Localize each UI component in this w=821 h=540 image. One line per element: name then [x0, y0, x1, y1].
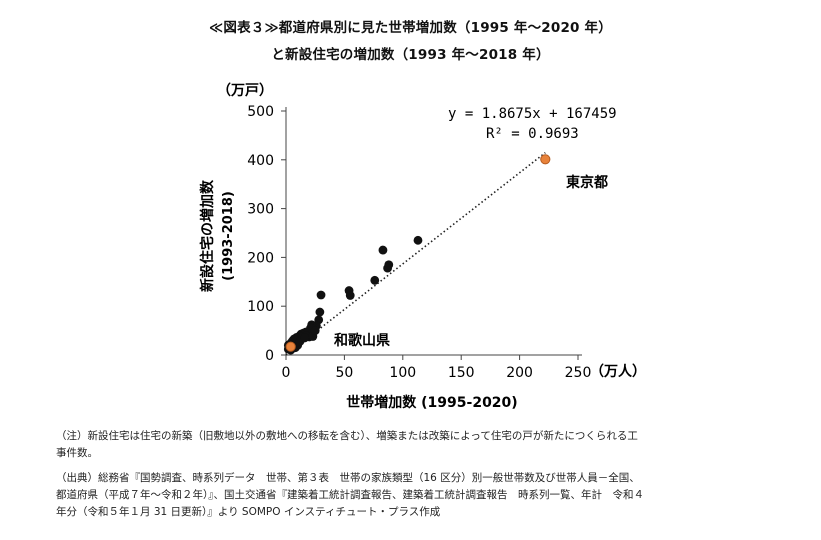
axes — [281, 107, 582, 360]
r-squared-label: R² = 0.9693 — [486, 126, 579, 142]
data-point — [383, 263, 393, 273]
x-tick-label: 0 — [282, 365, 291, 381]
y-tick-label: 0 — [265, 348, 274, 364]
y-axis-label-line2: (1993-2018) — [221, 191, 236, 281]
highlight-point — [285, 341, 296, 352]
note-line: （注）新設住宅は住宅の新築（旧敷地以外の敷地への移転を含む）、増築または改築によ… — [56, 430, 638, 442]
data-point — [310, 326, 320, 335]
x-axis-unit: （万人） — [590, 363, 646, 380]
y-axis-label-line1: 新設住宅の増加数 — [199, 179, 216, 292]
source-line: 都道府県（平成７年～令和２年）』、国土交通省『建築着工統計調査報告、建築着工統計… — [56, 489, 644, 501]
data-point — [315, 307, 325, 317]
data-point — [370, 275, 380, 285]
highlight-point — [540, 154, 551, 165]
label-tokyo: 東京都 — [566, 174, 608, 191]
tick-labels: 0 100 200 300 400 500 0 50 100 150 200 250 — [247, 104, 591, 381]
data-point — [316, 290, 326, 300]
source-line: （出典）総務省『国勢調査、時系列データ 世帯、第３表 世帯の家族類型（16 区分… — [56, 472, 640, 484]
y-axis-unit: （万戸） — [217, 83, 273, 99]
data-point — [300, 333, 310, 343]
source: （出典）総務省『国勢調査、時系列データ 世帯、第３表 世帯の家族類型（16 区分… — [56, 470, 786, 521]
x-tick-label: 150 — [448, 365, 475, 381]
chart-title-line1: ≪図表３≫都道府県別に見た世帯増加数（1995 年～2020 年） — [209, 20, 612, 36]
note: （注）新設住宅は住宅の新築（旧敷地以外の敷地への移転を含む）、増築または改築によ… — [56, 428, 786, 462]
x-tick-label: 250 — [565, 365, 592, 381]
chart-title-line2: と新設住宅の増加数（1993 年～2018 年） — [271, 47, 550, 63]
source-line: 年分（令和５年１月 31 日更新）』より SOMPO インスティチュート・プラス… — [56, 506, 441, 518]
y-tick-label: 200 — [247, 250, 274, 266]
trendline — [285, 152, 546, 356]
x-tick-label: 50 — [335, 365, 353, 381]
highlight-points — [285, 154, 551, 352]
x-axis-label: 世帯増加数 (1995-2020) — [346, 394, 517, 411]
x-tick-label: 100 — [389, 365, 416, 381]
y-tick-label: 400 — [247, 153, 274, 169]
y-tick-label: 300 — [247, 202, 274, 218]
y-tick-label: 500 — [247, 104, 274, 120]
note-line: 事件数。 — [56, 447, 98, 459]
data-point — [378, 245, 388, 255]
data-point — [413, 235, 423, 245]
scatter-chart: 0 100 200 300 400 500 0 50 100 150 200 250 （万戸） （万人… — [199, 83, 646, 411]
y-tick-label: 100 — [247, 299, 274, 315]
label-wakayama: 和歌山県 — [334, 332, 390, 349]
data-point — [345, 291, 355, 300]
x-tick-label: 200 — [506, 365, 533, 381]
trendline-equation: y = 1.8675x + 167459 — [448, 106, 617, 122]
